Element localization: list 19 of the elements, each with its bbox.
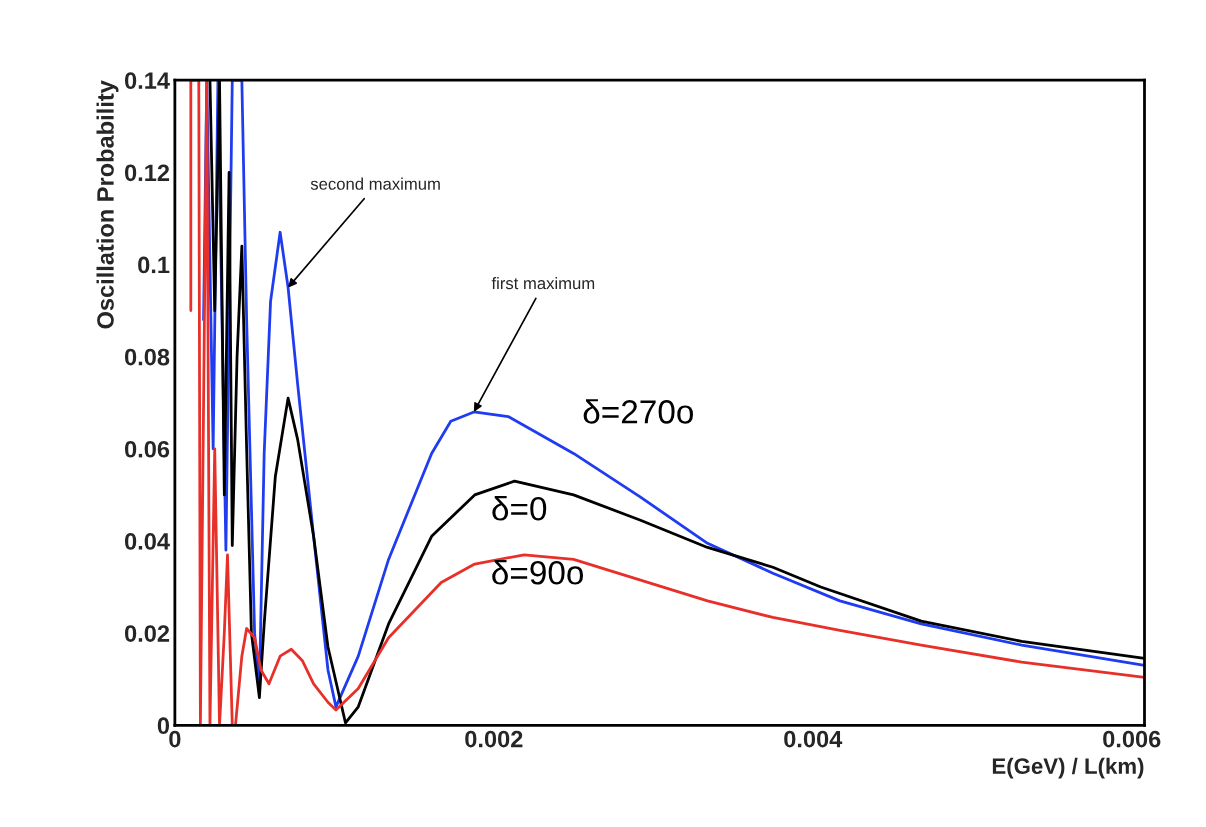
- y-tick-label: 0.04: [124, 533, 170, 550]
- x-tick-label: 0.004: [784, 730, 843, 748]
- series-label: δ=0: [492, 496, 547, 521]
- series-label: δ=90o: [492, 560, 584, 585]
- y-axis-title: Oscillation Probability: [96, 80, 119, 329]
- y-tick-label: 0.14: [124, 72, 170, 90]
- y-tick-label: 0.08: [124, 348, 170, 366]
- x-tick-label: 0: [169, 730, 181, 748]
- y-tick-label: 0: [157, 717, 170, 735]
- y-tick-label: 0.06: [124, 440, 170, 458]
- x-tick-label: 0.006: [1103, 730, 1161, 748]
- series-label: δ=270o: [583, 399, 693, 424]
- x-axis-title: E(GeV) / L(km): [992, 757, 1144, 779]
- y-tick-label: 0.12: [124, 164, 170, 182]
- y-tick-label: 0.02: [124, 625, 170, 642]
- annotation: second maximum: [310, 177, 440, 190]
- x-tick-label: 0.002: [465, 730, 523, 748]
- y-tick-label: 0.1: [138, 256, 170, 274]
- annotation: first maximum: [491, 276, 595, 290]
